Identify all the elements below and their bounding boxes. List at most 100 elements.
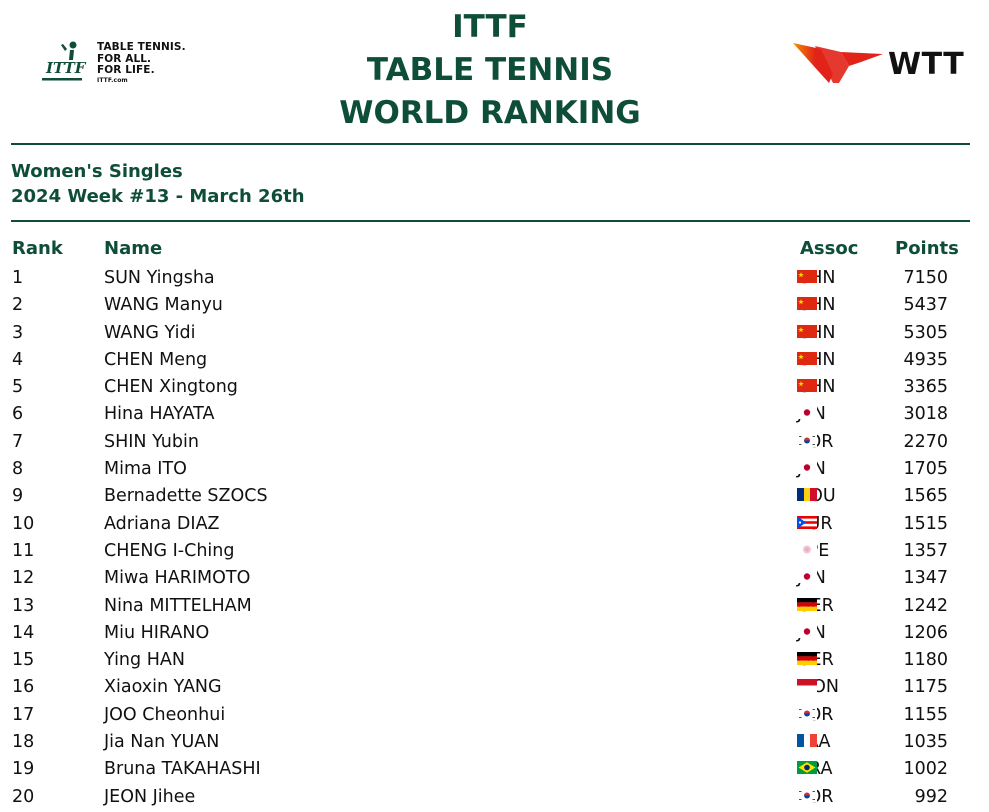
ranking-table: 1 SUN Yingsha CHN 7150 2 WANG Manyu CHN 5437 3 WA…: [0, 266, 989, 812]
points-cell: 1242: [903, 595, 948, 616]
ittf-tagline-line-2: FOR ALL.: [97, 52, 152, 65]
table-row: 2 WANG Manyu CHN 5437: [0, 293, 989, 320]
wtt-wordmark: WTT: [888, 47, 965, 82]
player-name-cell: CHEN Xingtong: [104, 377, 238, 398]
column-header-points: Points: [895, 238, 959, 259]
table-row: 15 Ying HAN GER 1180: [0, 648, 989, 675]
points-cell: 1347: [903, 568, 948, 589]
page-title-line-3: WORLD RANKING: [339, 95, 641, 131]
monaco-flag-icon: [797, 679, 817, 693]
player-name-cell: WANG Manyu: [104, 295, 223, 316]
points-cell: 1705: [903, 459, 948, 480]
rank-cell: 12: [12, 568, 35, 589]
table-row: 9 Bernadette SZOCS ROU 1565: [0, 484, 989, 511]
association-cell: GER: [797, 596, 834, 616]
association-cell: JPN: [797, 459, 826, 479]
column-header-name: Name: [104, 238, 163, 259]
korea-flag-icon: [797, 788, 817, 802]
points-cell: 1155: [903, 704, 948, 725]
japan-flag-icon: [797, 624, 817, 638]
germany-flag-icon: [797, 597, 817, 611]
player-name-cell: JOO Cheonhui: [104, 704, 226, 725]
ittf-url: ITTF.com: [97, 76, 128, 84]
player-name-cell: Bruna TAKAHASHI: [104, 759, 261, 780]
table-row: 20 JEON Jihee KOR 992: [0, 785, 989, 812]
china-flag-icon: [797, 324, 817, 338]
player-name-cell: Mima ITO: [104, 459, 187, 480]
association-cell: KOR: [797, 705, 833, 725]
association-cell: ROU: [797, 486, 836, 506]
player-name-cell: JEON Jihee: [104, 786, 196, 807]
association-cell: TPE: [797, 541, 829, 561]
player-name-cell: Miwa HARIMOTO: [104, 568, 251, 589]
points-cell: 4935: [903, 349, 948, 370]
table-row: 17 JOO Cheonhui KOR 1155: [0, 703, 989, 730]
association-cell: MON: [797, 677, 839, 697]
ittf-tagline-line-3: FOR LIFE.: [97, 64, 155, 76]
table-row: 16 Xiaoxin YANG MON 1175: [0, 675, 989, 702]
puerto-rico-flag-icon: [797, 515, 817, 529]
association-cell: CHN: [797, 377, 835, 397]
points-cell: 5305: [903, 322, 948, 343]
ranking-week: 2024 Week #13 - March 26th: [11, 186, 305, 207]
player-name-cell: Miu HIRANO: [104, 622, 210, 643]
player-name-cell: Jia Nan YUAN: [104, 732, 220, 753]
table-row: 4 CHEN Meng CHN 4935: [0, 348, 989, 375]
column-header-rank: Rank: [12, 238, 63, 259]
subtitle-divider: [11, 220, 970, 222]
player-name-cell: Hina HAYATA: [104, 404, 215, 425]
rank-cell: 13: [12, 595, 35, 616]
ittf-logo: ITTF TABLE TENNIS. FOR ALL. FOR LIFE. IT…: [40, 38, 210, 90]
rank-cell: 1: [12, 268, 24, 288]
romania-flag-icon: [797, 488, 817, 502]
association-cell: BRA: [797, 759, 832, 779]
ranking-subtitle: Women's Singles 2024 Week #13 - March 26…: [11, 159, 305, 209]
association-cell: KOR: [797, 787, 833, 807]
rank-cell: 9: [12, 486, 24, 507]
header-divider: [11, 143, 970, 145]
page-title-line-2: TABLE TENNIS: [366, 52, 614, 88]
rank-cell: 16: [12, 677, 35, 698]
association-cell: GER: [797, 650, 834, 670]
rank-cell: 2: [12, 295, 24, 316]
table-row: 18 Jia Nan YUAN FRA 1035: [0, 730, 989, 757]
points-cell: 5437: [903, 295, 948, 316]
points-cell: 1002: [903, 759, 948, 780]
points-cell: 1206: [903, 622, 948, 643]
rank-cell: 4: [12, 349, 24, 370]
association-cell: CHN: [797, 295, 835, 315]
rank-cell: 5: [12, 377, 24, 398]
wtt-logo-icon: [793, 43, 883, 83]
japan-flag-icon: [797, 406, 817, 420]
player-name-cell: SHIN Yubin: [104, 431, 199, 452]
ittf-mark: ITTF: [45, 59, 87, 77]
association-cell: CHN: [797, 350, 835, 370]
rank-cell: 17: [12, 704, 35, 725]
page-header: ITTF TABLE TENNIS. FOR ALL. FOR LIFE. IT…: [0, 0, 989, 140]
page-title: ITTF TABLE TENNIS WORLD RANKING: [290, 6, 690, 135]
table-row: 10 Adriana DIAZ PUR 1515: [0, 512, 989, 539]
rank-cell: 18: [12, 732, 35, 753]
points-cell: 1180: [903, 650, 948, 671]
points-cell: 1515: [903, 513, 948, 534]
germany-flag-icon: [797, 652, 817, 666]
association-cell: JPN: [797, 623, 826, 643]
rank-cell: 7: [12, 431, 24, 452]
wtt-logo: WTT: [793, 40, 978, 90]
association-cell: KOR: [797, 432, 833, 452]
korea-flag-icon: [797, 706, 817, 720]
rank-cell: 19: [12, 759, 35, 780]
table-row: 1 SUN Yingsha CHN 7150: [0, 266, 989, 293]
player-name-cell: Nina MITTELHAM: [104, 595, 252, 616]
japan-flag-icon: [797, 570, 817, 584]
table-row: 11 CHENG I-Ching TPE 1357: [0, 539, 989, 566]
player-name-cell: Xiaoxin YANG: [104, 677, 222, 698]
points-cell: 1565: [903, 486, 948, 507]
china-flag-icon: [797, 379, 817, 393]
points-cell: 7150: [903, 268, 948, 288]
table-row: 8 Mima ITO JPN 1705: [0, 457, 989, 484]
association-cell: CHN: [797, 268, 835, 288]
player-name-cell: Bernadette SZOCS: [104, 486, 268, 507]
association-cell: JPN: [797, 404, 826, 424]
player-name-cell: CHENG I-Ching: [104, 540, 235, 561]
